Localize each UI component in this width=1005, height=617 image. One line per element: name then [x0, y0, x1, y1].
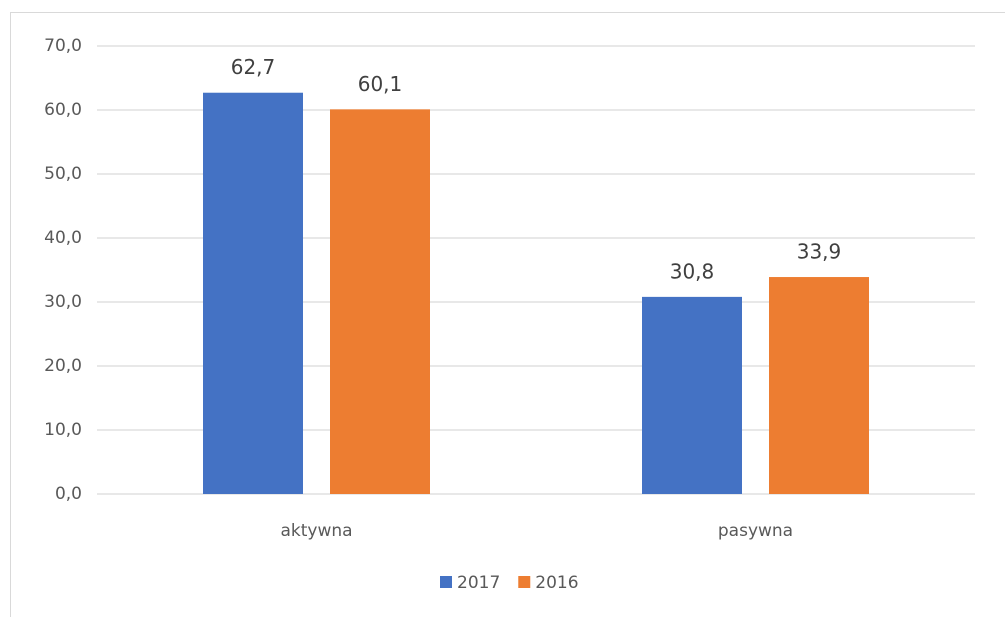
legend-swatch: [440, 576, 452, 588]
x-tick-label: pasywna: [718, 521, 793, 541]
y-tick-label: 30,0: [44, 292, 82, 312]
bar: [330, 109, 430, 495]
x-tick-label: aktywna: [280, 521, 352, 541]
legend-label: 2017: [457, 573, 500, 593]
legend-swatch: [518, 576, 531, 588]
bar: [642, 296, 742, 494]
y-tick-label: 10,0: [44, 420, 82, 440]
value-label: 30,8: [670, 259, 715, 283]
value-label: 33,9: [797, 240, 842, 264]
y-tick-label: 20,0: [44, 356, 82, 376]
y-tick-label: 60,0: [44, 100, 82, 120]
bar: [769, 277, 869, 494]
value-label: 62,7: [231, 55, 276, 79]
value-label: 60,1: [358, 72, 403, 96]
y-tick-label: 0,0: [55, 484, 82, 504]
bar: [203, 92, 303, 494]
y-tick-label: 70,0: [44, 36, 82, 56]
legend-label: 2016: [535, 573, 578, 593]
y-tick-label: 40,0: [44, 228, 82, 248]
chart-border: [10, 12, 1005, 617]
y-tick-label: 50,0: [44, 164, 82, 184]
